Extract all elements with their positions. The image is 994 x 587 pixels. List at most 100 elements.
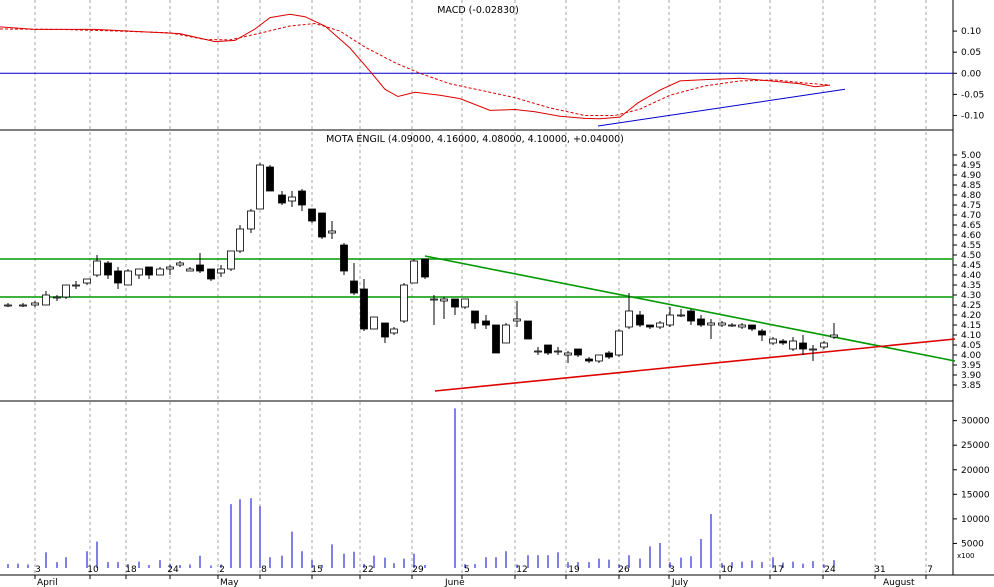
candlestick <box>328 221 336 239</box>
candle-body-up <box>247 210 255 230</box>
candle-body-up <box>390 328 398 334</box>
price-panel <box>0 163 956 392</box>
candle-body-up <box>738 324 746 328</box>
candle-body-up <box>656 322 664 328</box>
candle-body-up <box>135 268 143 276</box>
candle-body-down <box>605 352 613 358</box>
candlestick <box>266 165 274 192</box>
candle-body-up <box>124 270 132 286</box>
candlestick <box>646 324 654 329</box>
candlestick <box>53 295 61 301</box>
candle-body-up <box>72 284 80 287</box>
month-label: July <box>671 578 689 587</box>
x-tick-label: 31 <box>874 565 885 575</box>
candle-body-down <box>544 344 552 354</box>
candle-body-down <box>308 208 316 222</box>
macd-signal-line <box>0 22 831 116</box>
volume-y-tick-label: 30000 <box>961 417 990 427</box>
price-y-tick-label: 4.45 <box>961 261 981 271</box>
candle-body-down <box>779 340 787 344</box>
candlestick <box>656 321 664 329</box>
candlestick <box>615 329 623 357</box>
candlestick <box>758 329 766 341</box>
month-label: May <box>220 578 239 587</box>
candlestick <box>789 337 797 351</box>
price-y-tick-label: 4.85 <box>961 181 981 191</box>
candlestick <box>513 301 521 327</box>
month-label: August <box>883 578 915 587</box>
candlestick <box>585 357 593 363</box>
candle-body-down <box>266 166 274 192</box>
candle-body-up <box>666 314 674 326</box>
candlestick <box>176 261 184 267</box>
candle-body-up <box>31 302 39 306</box>
candlestick <box>217 265 225 277</box>
candle-body-down <box>524 320 532 340</box>
candle-body-up <box>820 342 828 348</box>
x-tick-label: 19 <box>568 565 580 575</box>
price-y-tick-label: 4.90 <box>961 171 981 181</box>
price-y-tick-label: 4.30 <box>961 291 981 301</box>
candlestick <box>145 266 153 279</box>
price-y-tick-label: 4.40 <box>961 271 981 281</box>
x-tick-label: 2 <box>219 565 225 575</box>
axis-layer: 0.100.050.00-0.05-0.105.004.954.904.854.… <box>34 27 990 587</box>
macd-y-tick-label: 0.10 <box>961 27 981 37</box>
candlestick <box>186 267 194 272</box>
candlestick <box>677 309 685 317</box>
candlestick <box>554 347 562 355</box>
candlestick <box>308 208 316 223</box>
macd-y-tick-label: -0.10 <box>961 111 985 121</box>
candlestick <box>83 278 91 285</box>
volume-panel <box>7 408 835 568</box>
candle-body-up <box>42 294 50 306</box>
candle-body-down <box>207 268 215 280</box>
candle-body-up <box>4 304 12 307</box>
candle-body-up <box>430 298 438 301</box>
candle-body-down <box>748 324 756 330</box>
candlestick <box>544 344 552 355</box>
candlestick <box>62 284 70 299</box>
candlestick <box>502 323 510 344</box>
month-label: June <box>444 578 465 587</box>
x-tick-label: 18 <box>125 565 137 575</box>
candlestick <box>605 351 613 359</box>
macd-y-tick-label: 0.05 <box>961 48 981 58</box>
candlestick <box>534 347 542 355</box>
price-y-tick-label: 4.05 <box>961 341 981 351</box>
candle-body-up <box>461 298 469 308</box>
candle-body-down <box>451 298 459 308</box>
x-tick-label: 15 <box>311 565 322 575</box>
x-tick-label: 17 <box>772 565 783 575</box>
candle-body-down <box>350 280 358 294</box>
candlestick <box>482 315 490 329</box>
candlestick <box>636 311 644 327</box>
resistance-trendline <box>424 255 956 362</box>
candlestick <box>687 309 695 325</box>
candle-body-down <box>196 264 204 272</box>
price-y-tick-label: 4.15 <box>961 321 981 331</box>
candlestick <box>564 351 572 363</box>
price-y-tick-label: 4.75 <box>961 201 981 211</box>
price-y-tick-label: 4.50 <box>961 251 981 261</box>
price-title: MOTA ENGIL (4.09000, 4.16000, 4.08000, 4… <box>326 134 624 145</box>
price-y-tick-label: 4.65 <box>961 221 981 231</box>
candlestick <box>247 209 255 233</box>
candle-body-down <box>145 266 153 276</box>
price-y-tick-label: 4.55 <box>961 241 981 251</box>
candle-body-up <box>564 352 572 356</box>
price-y-tick-label: 4.10 <box>961 331 981 341</box>
candle-body-up <box>615 330 623 356</box>
candlestick <box>451 298 459 315</box>
candlestick <box>492 324 500 354</box>
candle-body-down <box>421 258 429 278</box>
candlestick <box>298 189 306 211</box>
candle-body-down <box>492 324 500 354</box>
candle-body-up <box>554 350 562 353</box>
candlestick <box>666 307 674 327</box>
candle-body-down <box>636 314 644 326</box>
candlestick <box>236 225 244 253</box>
candle-body-down <box>585 358 593 362</box>
candle-body-down <box>697 318 705 326</box>
